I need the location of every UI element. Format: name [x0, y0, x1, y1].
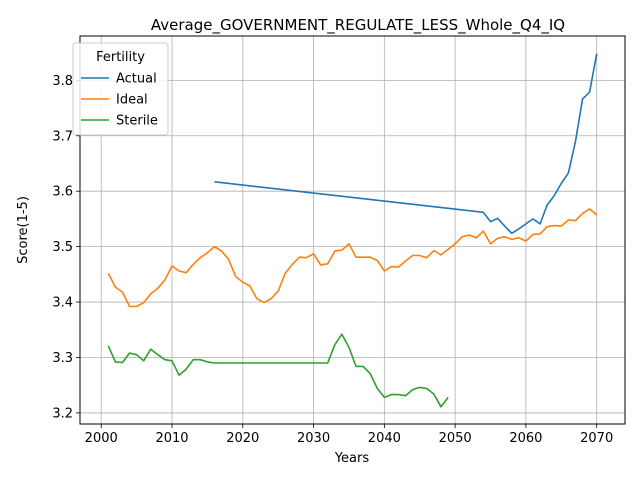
y-tick-label: 3.3	[52, 351, 73, 366]
legend-label-ideal: Ideal	[116, 93, 148, 108]
series-line-ideal	[107, 208, 598, 308]
series-lines	[107, 53, 598, 408]
y-tick-label: 3.4	[52, 296, 73, 311]
y-tick-label: 3.6	[52, 185, 73, 200]
x-tick-label: 2060	[509, 431, 542, 446]
x-tick-label: 2000	[85, 431, 118, 446]
axis-ticks: 2000 2010 2020 2030 2040 2050 2060 2070 3.2 3.3 3.…	[52, 74, 613, 446]
legend-box	[72, 42, 169, 136]
plot-frame	[79, 35, 626, 425]
y-axis-label: Score(1-5)	[16, 196, 31, 264]
y-tick-label: 3.5	[52, 240, 73, 255]
chart-title: Average_GOVERNMENT_REGULATE_LESS_Whole_Q…	[151, 16, 565, 35]
x-axis-label: Years	[334, 451, 370, 466]
legend: Fertility Actual Ideal Sterile	[72, 42, 169, 136]
x-tick-label: 2050	[439, 431, 472, 446]
x-tick-label: 2070	[580, 431, 613, 446]
x-tick-label: 2040	[368, 431, 401, 446]
y-tick-label: 3.7	[52, 129, 73, 144]
y-tick-label: 3.8	[52, 74, 73, 89]
y-tick-label: 3.2	[52, 406, 73, 421]
x-tick-label: 2020	[226, 431, 259, 446]
series-line-actual	[214, 53, 598, 235]
legend-label-sterile: Sterile	[116, 114, 158, 129]
x-tick-label: 2030	[297, 431, 330, 446]
series-line-sterile	[107, 333, 449, 408]
legend-title: Fertility	[96, 50, 145, 65]
x-tick-label: 2010	[155, 431, 188, 446]
legend-label-actual: Actual	[116, 72, 157, 87]
